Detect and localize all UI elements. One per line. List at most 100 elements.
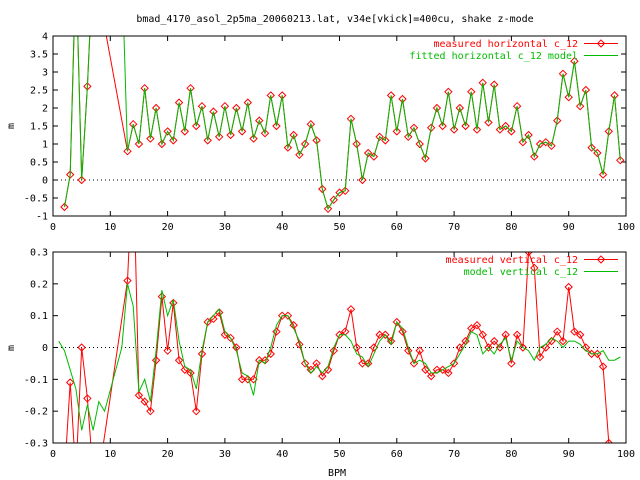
vertical-data-point xyxy=(169,298,178,308)
horizontal-y-tick-label: -0.5 xyxy=(24,194,48,205)
vertical-data-point xyxy=(575,330,585,339)
vertical-data-point xyxy=(564,282,573,292)
horizontal-data-point xyxy=(163,127,172,136)
chart-title: bmad_4170_asol_2p5ma_20060213.lat, v34e[… xyxy=(136,14,533,25)
horizontal-data-point xyxy=(60,202,69,212)
vertical-data-point xyxy=(174,356,184,365)
vertical-data-point xyxy=(180,365,189,374)
vertical-data-point xyxy=(535,352,545,362)
vertical-data-point xyxy=(146,406,155,416)
horizontal-data-point xyxy=(180,127,189,136)
vertical-data-point xyxy=(203,317,212,327)
vertical-data-point xyxy=(83,394,92,403)
vertical-c12-panel: 0 10 20 30 40 50 60 70 80 90 100 -0.3 -0.2 -0.1 0 0.1 0.… xyxy=(24,248,635,461)
horizontal-data-point xyxy=(575,101,585,111)
horizontal-data-point xyxy=(553,116,562,125)
horizontal-data-point xyxy=(306,119,316,129)
horizontal-y-tick-label: 3.5 xyxy=(30,50,48,61)
horizontal-data-point xyxy=(530,152,539,161)
x-axis-label: BPM xyxy=(328,468,346,479)
vertical-data-point xyxy=(329,346,338,355)
vertical-data-point xyxy=(455,343,465,352)
vertical-data-point xyxy=(541,343,550,352)
horizontal-data-point xyxy=(392,127,402,136)
horizontal-data-point xyxy=(375,132,384,142)
vertical-data-point xyxy=(237,375,247,384)
horizontal-data-point xyxy=(129,119,138,129)
vertical-data-point xyxy=(472,321,482,330)
horizontal-x-tick-label: 0 xyxy=(50,222,56,233)
horizontal-data-point xyxy=(398,94,407,104)
horizontal-x-tick-label: 50 xyxy=(333,222,345,233)
vertical-data-point xyxy=(553,327,562,336)
vertical-data-point xyxy=(558,336,568,346)
vertical-data-point xyxy=(398,327,407,336)
vertical-data-point xyxy=(255,356,264,365)
vertical-legend-label: model vertical c_12 xyxy=(464,267,578,278)
horizontal-data-point xyxy=(352,139,361,149)
horizontal-data-point xyxy=(192,121,201,131)
vertical-legend-label: measured vertical c_12 xyxy=(446,255,578,266)
vertical-data-point xyxy=(358,359,367,368)
vertical-data-point xyxy=(426,371,436,381)
vertical-x-tick-label: 70 xyxy=(448,449,460,460)
vertical-data-point xyxy=(335,330,344,339)
vertical-y-tick-label: 0.2 xyxy=(30,279,48,290)
horizontal-data-point xyxy=(220,101,230,111)
vertical-data-point xyxy=(478,330,487,339)
vertical-data-point xyxy=(381,330,390,339)
horizontal-x-tick-label: 90 xyxy=(563,222,575,233)
horizontal-data-point xyxy=(232,103,241,113)
vertical-data-point xyxy=(352,343,361,352)
horizontal-data-point xyxy=(255,116,264,125)
vertical-data-point xyxy=(512,330,522,339)
horizontal-x-tick-label: 80 xyxy=(505,222,517,233)
horizontal-data-point xyxy=(455,103,465,113)
vertical-data-point xyxy=(192,406,201,416)
vertical-data-point xyxy=(484,343,493,352)
horizontal-data-point xyxy=(249,134,258,143)
horizontal-data-point xyxy=(237,127,247,136)
horizontal-data-point xyxy=(318,184,327,194)
horizontal-x-tick-label: 40 xyxy=(276,222,288,233)
horizontal-data-point xyxy=(421,154,430,163)
vertical-data-point xyxy=(186,368,195,378)
vertical-series-line-model xyxy=(58,283,621,431)
vertical-data-point xyxy=(530,263,539,273)
vertical-x-tick-label: 40 xyxy=(276,449,288,460)
vertical-data-point xyxy=(140,397,149,406)
vertical-x-tick-label: 80 xyxy=(505,449,517,460)
vertical-data-point xyxy=(318,371,327,381)
horizontal-data-point xyxy=(484,118,493,127)
horizontal-data-point xyxy=(598,170,608,179)
vertical-data-point xyxy=(404,346,413,355)
vertical-data-point xyxy=(490,336,499,346)
horizontal-x-tick-label: 100 xyxy=(617,222,635,233)
vertical-x-tick-label: 10 xyxy=(104,449,116,460)
vertical-plot-frame xyxy=(52,251,627,444)
vertical-data-point xyxy=(77,343,86,352)
horizontal-data-point xyxy=(289,130,298,140)
horizontal-data-point xyxy=(461,121,470,131)
horizontal-data-point xyxy=(260,128,270,138)
vertical-y-tick-label: 0.3 xyxy=(30,248,48,259)
horizontal-y-tick-label: 2.5 xyxy=(30,86,48,97)
horizontal-data-point xyxy=(518,137,528,147)
horizontal-y-tick-label: 4 xyxy=(42,32,48,43)
horizontal-data-point xyxy=(363,148,373,158)
horizontal-data-point xyxy=(415,139,424,149)
horizontal-data-point xyxy=(203,136,212,145)
horizontal-data-point xyxy=(266,91,275,100)
vertical-x-tick-label: 90 xyxy=(563,449,575,460)
horizontal-x-tick-label: 30 xyxy=(219,222,231,233)
vertical-data-point xyxy=(157,292,167,301)
horizontal-data-point xyxy=(169,136,178,145)
vertical-x-tick-label: 0 xyxy=(50,449,56,460)
vertical-data-point xyxy=(598,362,608,371)
horizontal-data-point xyxy=(449,125,459,134)
horizontal-y-tick-label: 2 xyxy=(42,104,48,115)
horizontal-data-point xyxy=(593,148,602,158)
horizontal-data-point xyxy=(524,130,533,140)
vertical-x-tick-label: 60 xyxy=(391,449,403,460)
vertical-panel-y-axis-label: m xyxy=(6,345,17,351)
